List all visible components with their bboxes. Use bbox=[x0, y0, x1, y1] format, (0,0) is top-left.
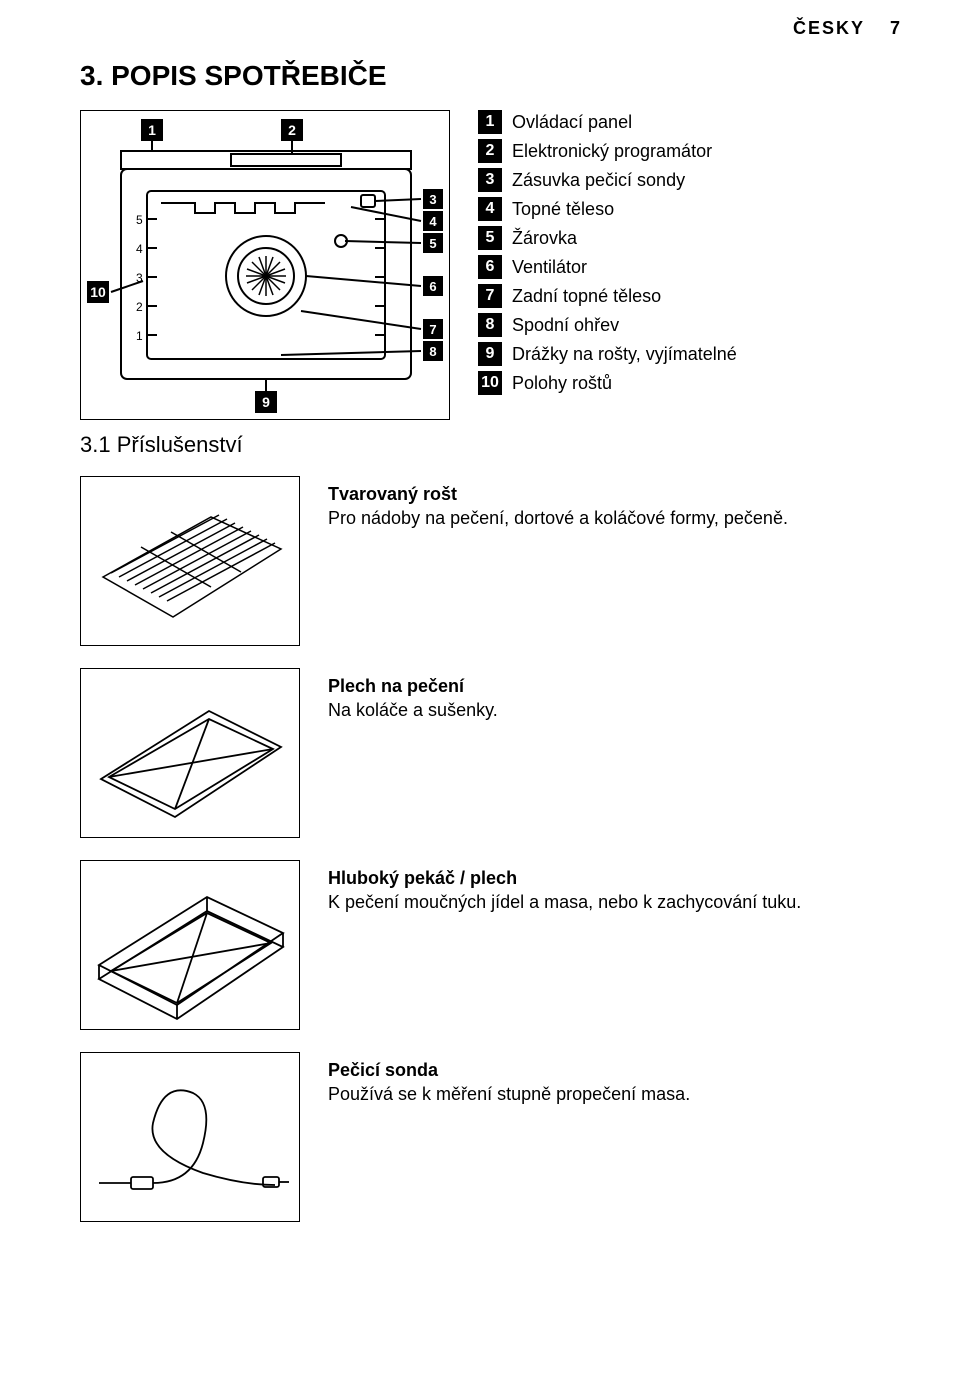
legend-label: Drážky na rošty, vyjímatelné bbox=[512, 344, 737, 365]
legend-item: 6 Ventilátor bbox=[478, 255, 737, 279]
accessory-row: Pečicí sonda Používá se k měření stupně … bbox=[80, 1052, 880, 1222]
oven-diagram: 1 2 10 5 4 3 2 1 3 4 5 6 7 8 9 bbox=[80, 110, 450, 420]
legend-label: Elektronický programátor bbox=[512, 141, 712, 162]
legend-num: 4 bbox=[478, 197, 502, 221]
accessory-image-probe bbox=[80, 1052, 300, 1222]
legend-label: Zásuvka pečicí sondy bbox=[512, 170, 685, 191]
legend-num: 9 bbox=[478, 342, 502, 366]
accessory-title: Tvarovaný rošt bbox=[328, 482, 788, 506]
accessory-text: Hluboký pekáč / plech K pečení moučných … bbox=[328, 860, 801, 1030]
legend-item: 10 Polohy roštů bbox=[478, 371, 737, 395]
page-number: 7 bbox=[890, 18, 900, 38]
legend-item: 9 Drážky na rošty, vyjímatelné bbox=[478, 342, 737, 366]
legend-label: Spodní ohřev bbox=[512, 315, 619, 336]
legend-num: 7 bbox=[478, 284, 502, 308]
language-label: ČESKY bbox=[793, 18, 865, 38]
accessory-image-deep-pan bbox=[80, 860, 300, 1030]
legend-num: 6 bbox=[478, 255, 502, 279]
legend-item: 8 Spodní ohřev bbox=[478, 313, 737, 337]
accessory-desc: Pro nádoby na pečení, dortové a koláčové… bbox=[328, 506, 788, 530]
accessory-image-tray bbox=[80, 668, 300, 838]
subsection-title: 3.1 Příslušenství bbox=[80, 432, 880, 458]
accessory-desc: Používá se k měření stupně propečení mas… bbox=[328, 1082, 690, 1106]
header-right: ČESKY 7 bbox=[793, 18, 900, 39]
legend-item: 5 Žárovka bbox=[478, 226, 737, 250]
legend: 1 Ovládací panel 2 Elektronický programáto… bbox=[478, 110, 737, 420]
accessory-row: Hluboký pekáč / plech K pečení moučných … bbox=[80, 860, 880, 1030]
accessory-desc: K pečení moučných jídel a masa, nebo k z… bbox=[328, 890, 801, 914]
main-diagram-row: 1 2 10 5 4 3 2 1 3 4 5 6 7 8 9 bbox=[80, 110, 880, 420]
legend-num: 10 bbox=[478, 371, 502, 395]
accessory-row: Tvarovaný rošt Pro nádoby na pečení, dor… bbox=[80, 476, 880, 646]
oven-svg bbox=[81, 111, 451, 421]
legend-label: Žárovka bbox=[512, 228, 577, 249]
accessory-desc: Na koláče a sušenky. bbox=[328, 698, 498, 722]
accessory-text: Tvarovaný rošt Pro nádoby na pečení, dor… bbox=[328, 476, 788, 646]
accessory-title: Pečicí sonda bbox=[328, 1058, 690, 1082]
legend-num: 1 bbox=[478, 110, 502, 134]
section-title: 3. POPIS SPOTŘEBIČE bbox=[80, 60, 880, 92]
accessory-row: Plech na pečení Na koláče a sušenky. bbox=[80, 668, 880, 838]
accessory-text: Pečicí sonda Používá se k měření stupně … bbox=[328, 1052, 690, 1222]
legend-num: 3 bbox=[478, 168, 502, 192]
legend-item: 3 Zásuvka pečicí sondy bbox=[478, 168, 737, 192]
accessory-title: Plech na pečení bbox=[328, 674, 498, 698]
legend-item: 1 Ovládací panel bbox=[478, 110, 737, 134]
accessory-text: Plech na pečení Na koláče a sušenky. bbox=[328, 668, 498, 838]
legend-label: Topné těleso bbox=[512, 199, 614, 220]
legend-label: Polohy roštů bbox=[512, 373, 612, 394]
legend-item: 7 Zadní topné těleso bbox=[478, 284, 737, 308]
legend-label: Zadní topné těleso bbox=[512, 286, 661, 307]
legend-num: 2 bbox=[478, 139, 502, 163]
accessory-title: Hluboký pekáč / plech bbox=[328, 866, 801, 890]
legend-item: 4 Topné těleso bbox=[478, 197, 737, 221]
page-root: ČESKY 7 3. POPIS SPOTŘEBIČE 1 2 10 5 4 3… bbox=[0, 0, 960, 1284]
legend-item: 2 Elektronický programátor bbox=[478, 139, 737, 163]
legend-label: Ovládací panel bbox=[512, 112, 632, 133]
accessory-image-rack bbox=[80, 476, 300, 646]
legend-num: 8 bbox=[478, 313, 502, 337]
legend-num: 5 bbox=[478, 226, 502, 250]
legend-label: Ventilátor bbox=[512, 257, 587, 278]
